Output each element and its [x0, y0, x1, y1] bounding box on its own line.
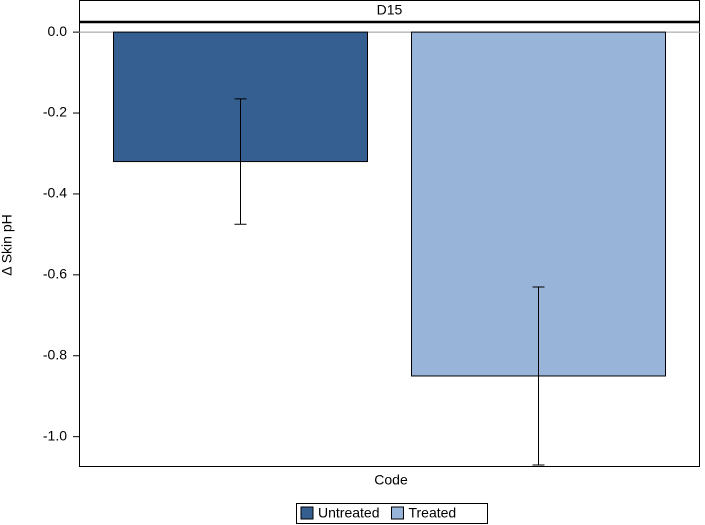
error-bar [532, 286, 545, 466]
y-tick-label: -0.2 [43, 104, 67, 120]
x-axis-label: Code [374, 472, 408, 488]
legend-label: Untreated [318, 505, 379, 521]
y-tick-label: -1.0 [43, 427, 67, 443]
legend-label: Treated [408, 505, 456, 521]
y-axis-label: Δ Skin pH [0, 214, 15, 276]
legend-swatch [300, 506, 314, 520]
y-tick-label: -0.8 [43, 346, 67, 362]
legend-swatch [390, 506, 404, 520]
panel-title: D15 [377, 2, 403, 18]
error-bar [234, 98, 247, 225]
y-tick-label: -0.4 [43, 185, 67, 201]
y-tick-label: 0.0 [48, 23, 68, 39]
y-tick-label: -0.6 [43, 266, 67, 282]
